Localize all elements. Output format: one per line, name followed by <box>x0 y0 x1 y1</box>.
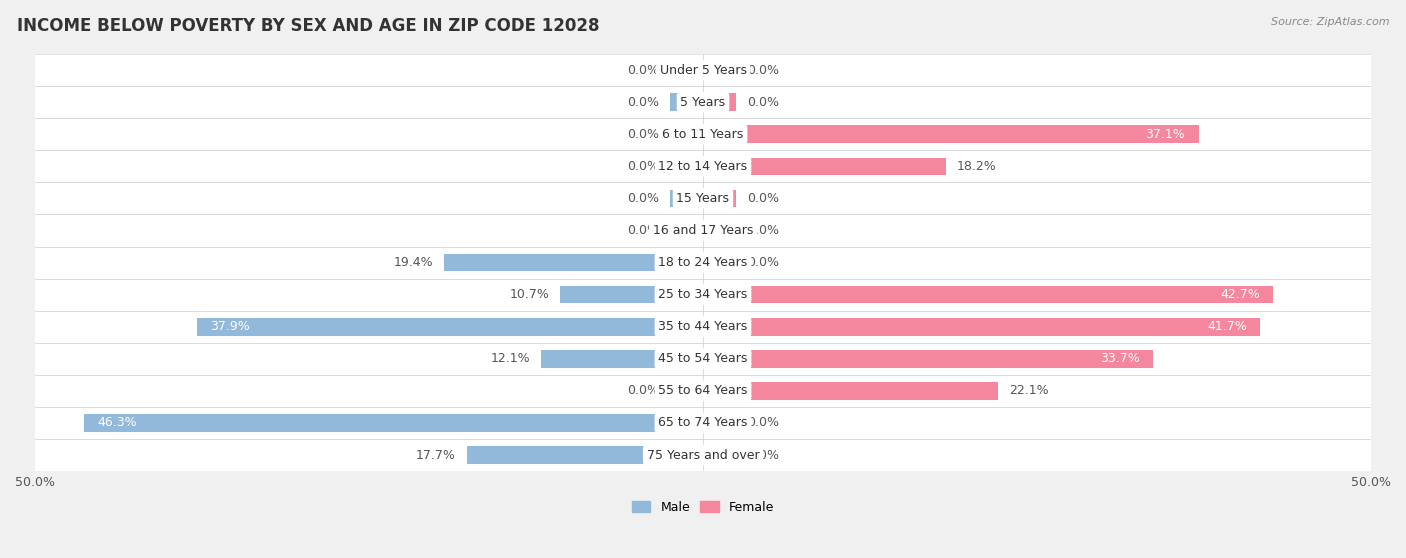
Text: 25 to 34 Years: 25 to 34 Years <box>658 288 748 301</box>
Bar <box>35 118 1371 150</box>
Text: 12 to 14 Years: 12 to 14 Years <box>658 160 748 173</box>
Bar <box>669 190 703 207</box>
Bar <box>669 93 703 111</box>
Text: 10.7%: 10.7% <box>509 288 550 301</box>
Text: Under 5 Years: Under 5 Years <box>659 64 747 76</box>
Bar <box>669 382 703 400</box>
Bar <box>703 222 737 239</box>
Bar <box>703 350 1153 368</box>
Bar <box>669 126 703 143</box>
Text: 0.0%: 0.0% <box>627 95 659 109</box>
Text: 0.0%: 0.0% <box>627 224 659 237</box>
Bar <box>703 190 737 207</box>
Bar <box>703 286 1274 304</box>
Bar <box>35 247 1371 278</box>
Bar <box>703 382 998 400</box>
Bar <box>703 446 737 464</box>
Text: 18 to 24 Years: 18 to 24 Years <box>658 256 748 269</box>
Text: Source: ZipAtlas.com: Source: ZipAtlas.com <box>1271 17 1389 27</box>
Bar <box>703 126 1199 143</box>
Bar <box>467 446 703 464</box>
Bar <box>35 439 1371 471</box>
Bar <box>35 86 1371 118</box>
Text: 42.7%: 42.7% <box>1220 288 1260 301</box>
Text: 33.7%: 33.7% <box>1099 352 1140 365</box>
Text: 0.0%: 0.0% <box>627 64 659 76</box>
Bar <box>444 254 703 271</box>
Text: 0.0%: 0.0% <box>627 192 659 205</box>
Bar <box>35 278 1371 311</box>
Text: 6 to 11 Years: 6 to 11 Years <box>662 128 744 141</box>
Text: 22.1%: 22.1% <box>1010 384 1049 397</box>
Text: 45 to 54 Years: 45 to 54 Years <box>658 352 748 365</box>
Bar <box>669 222 703 239</box>
Text: 41.7%: 41.7% <box>1206 320 1247 333</box>
Text: 75 Years and over: 75 Years and over <box>647 449 759 461</box>
Bar <box>35 311 1371 343</box>
Bar <box>703 157 946 175</box>
Legend: Male, Female: Male, Female <box>627 496 779 519</box>
Bar <box>703 414 737 432</box>
Text: 0.0%: 0.0% <box>747 64 779 76</box>
Text: 65 to 74 Years: 65 to 74 Years <box>658 416 748 430</box>
Bar <box>35 182 1371 214</box>
Bar <box>703 93 737 111</box>
Bar <box>35 407 1371 439</box>
Bar <box>703 254 737 271</box>
Text: INCOME BELOW POVERTY BY SEX AND AGE IN ZIP CODE 12028: INCOME BELOW POVERTY BY SEX AND AGE IN Z… <box>17 17 599 35</box>
Text: 0.0%: 0.0% <box>747 224 779 237</box>
Text: 12.1%: 12.1% <box>491 352 530 365</box>
Bar <box>35 54 1371 86</box>
Text: 17.7%: 17.7% <box>416 449 456 461</box>
Text: 0.0%: 0.0% <box>747 256 779 269</box>
Bar <box>703 318 1260 335</box>
Text: 0.0%: 0.0% <box>627 160 659 173</box>
Text: 5 Years: 5 Years <box>681 95 725 109</box>
Bar <box>35 150 1371 182</box>
Text: 19.4%: 19.4% <box>394 256 433 269</box>
Bar <box>669 157 703 175</box>
Bar <box>197 318 703 335</box>
Text: 0.0%: 0.0% <box>747 416 779 430</box>
Text: 46.3%: 46.3% <box>98 416 138 430</box>
Text: 37.1%: 37.1% <box>1146 128 1185 141</box>
Text: 55 to 64 Years: 55 to 64 Years <box>658 384 748 397</box>
Bar <box>35 375 1371 407</box>
Text: 15 Years: 15 Years <box>676 192 730 205</box>
Bar <box>703 61 737 79</box>
Text: 0.0%: 0.0% <box>627 128 659 141</box>
Text: 35 to 44 Years: 35 to 44 Years <box>658 320 748 333</box>
Text: 0.0%: 0.0% <box>747 192 779 205</box>
Text: 37.9%: 37.9% <box>209 320 250 333</box>
Bar <box>560 286 703 304</box>
Bar <box>84 414 703 432</box>
Bar <box>35 343 1371 375</box>
Bar <box>669 61 703 79</box>
Text: 0.0%: 0.0% <box>627 384 659 397</box>
Bar <box>35 214 1371 247</box>
Text: 0.0%: 0.0% <box>747 95 779 109</box>
Text: 0.0%: 0.0% <box>747 449 779 461</box>
Text: 16 and 17 Years: 16 and 17 Years <box>652 224 754 237</box>
Text: 18.2%: 18.2% <box>957 160 997 173</box>
Bar <box>541 350 703 368</box>
